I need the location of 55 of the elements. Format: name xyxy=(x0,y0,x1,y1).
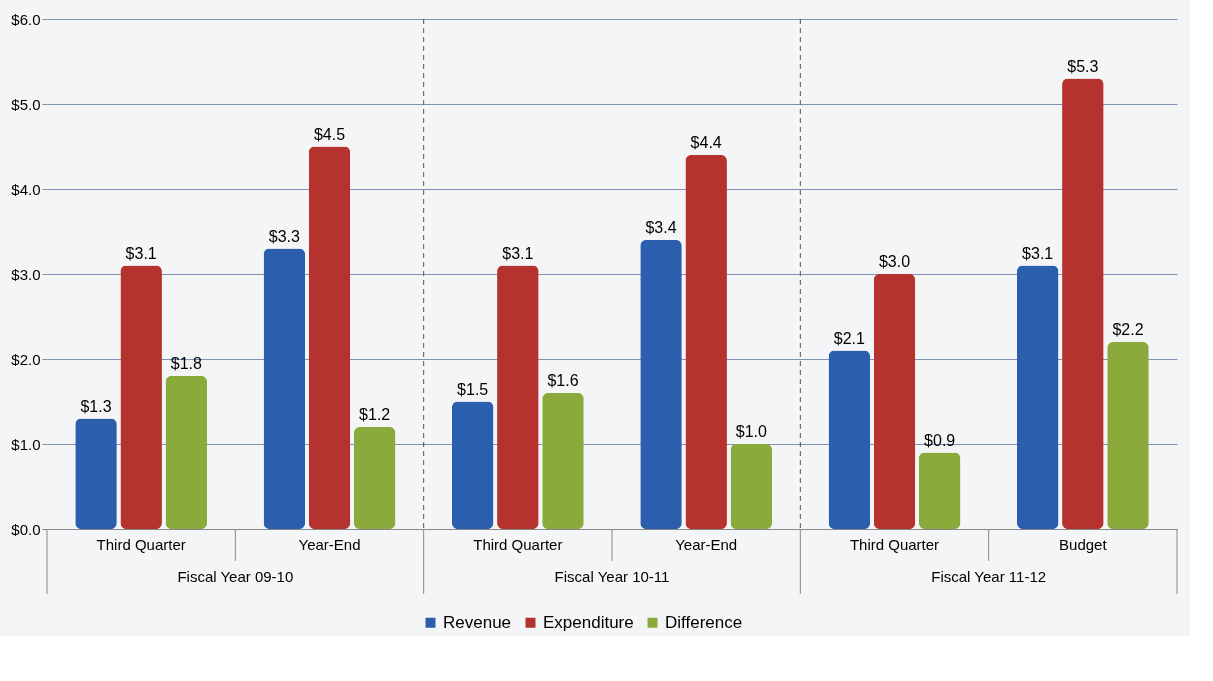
data-label: $1.2 xyxy=(359,406,391,423)
text: Fiscal Year 09-10 xyxy=(177,568,294,585)
data-label: $5.3 xyxy=(1067,57,1099,75)
bar xyxy=(1062,78,1104,529)
y-tick-label: $0.0 xyxy=(11,520,41,538)
bar xyxy=(685,155,727,529)
x-tick-label: Third Quarter xyxy=(96,535,186,553)
y-tick-label: $5.0 xyxy=(11,95,41,113)
bar xyxy=(640,240,682,529)
y-tick-label: $3.0 xyxy=(11,265,41,283)
y-tick-label: $2.0 xyxy=(11,350,41,368)
x-tick-label: Year-End xyxy=(298,535,361,553)
legend-label: Difference xyxy=(665,612,743,632)
data-label: $3.4 xyxy=(645,219,677,236)
bar xyxy=(918,452,961,529)
legend-label: Expenditure xyxy=(543,612,634,632)
x-tick-label: Budget xyxy=(1059,535,1108,553)
y-tick-label: $1.0 xyxy=(11,435,41,453)
data-label: $1.6 xyxy=(547,372,579,389)
bar xyxy=(353,427,396,529)
data-label: $1.0 xyxy=(735,423,767,440)
data-label: $4.5 xyxy=(313,125,346,143)
bar xyxy=(497,265,539,529)
data-label: $3.1 xyxy=(125,244,157,262)
y-tick-label: $6.0 xyxy=(11,10,41,28)
data-label: $1.8 xyxy=(170,355,202,372)
bar xyxy=(263,248,306,529)
text: Fiscal Year 10-11 xyxy=(554,568,670,585)
data-label: $3.1 xyxy=(502,244,534,262)
bar xyxy=(542,393,584,529)
data-label: $1.3 xyxy=(80,397,112,415)
data-label: $1.5 xyxy=(457,380,489,398)
data-label: $2.1 xyxy=(833,329,866,347)
data-label: $3.0 xyxy=(878,253,911,270)
data-label: $3.3 xyxy=(268,227,301,245)
data-label: $2.2 xyxy=(1112,321,1144,338)
bar xyxy=(1016,265,1059,529)
x-tick-label: Third Quarter xyxy=(473,535,563,553)
bar xyxy=(120,265,162,529)
data-label: $0.9 xyxy=(924,431,956,449)
bar xyxy=(165,376,208,529)
y-tick-label: $4.0 xyxy=(11,180,41,198)
bar xyxy=(873,274,916,529)
data-label: $4.4 xyxy=(690,134,722,151)
bar xyxy=(308,146,351,529)
text: Fiscal Year 11-12 xyxy=(931,568,1047,585)
bar xyxy=(1107,342,1149,529)
bar xyxy=(828,350,871,529)
data-label: $3.1 xyxy=(1022,244,1054,262)
bar xyxy=(451,401,494,529)
bar xyxy=(75,418,117,529)
x-tick-label: Third Quarter xyxy=(849,535,940,553)
bar xyxy=(730,444,773,529)
legend-label: Revenue xyxy=(443,612,512,632)
x-tick-label: Year-End xyxy=(675,535,738,553)
